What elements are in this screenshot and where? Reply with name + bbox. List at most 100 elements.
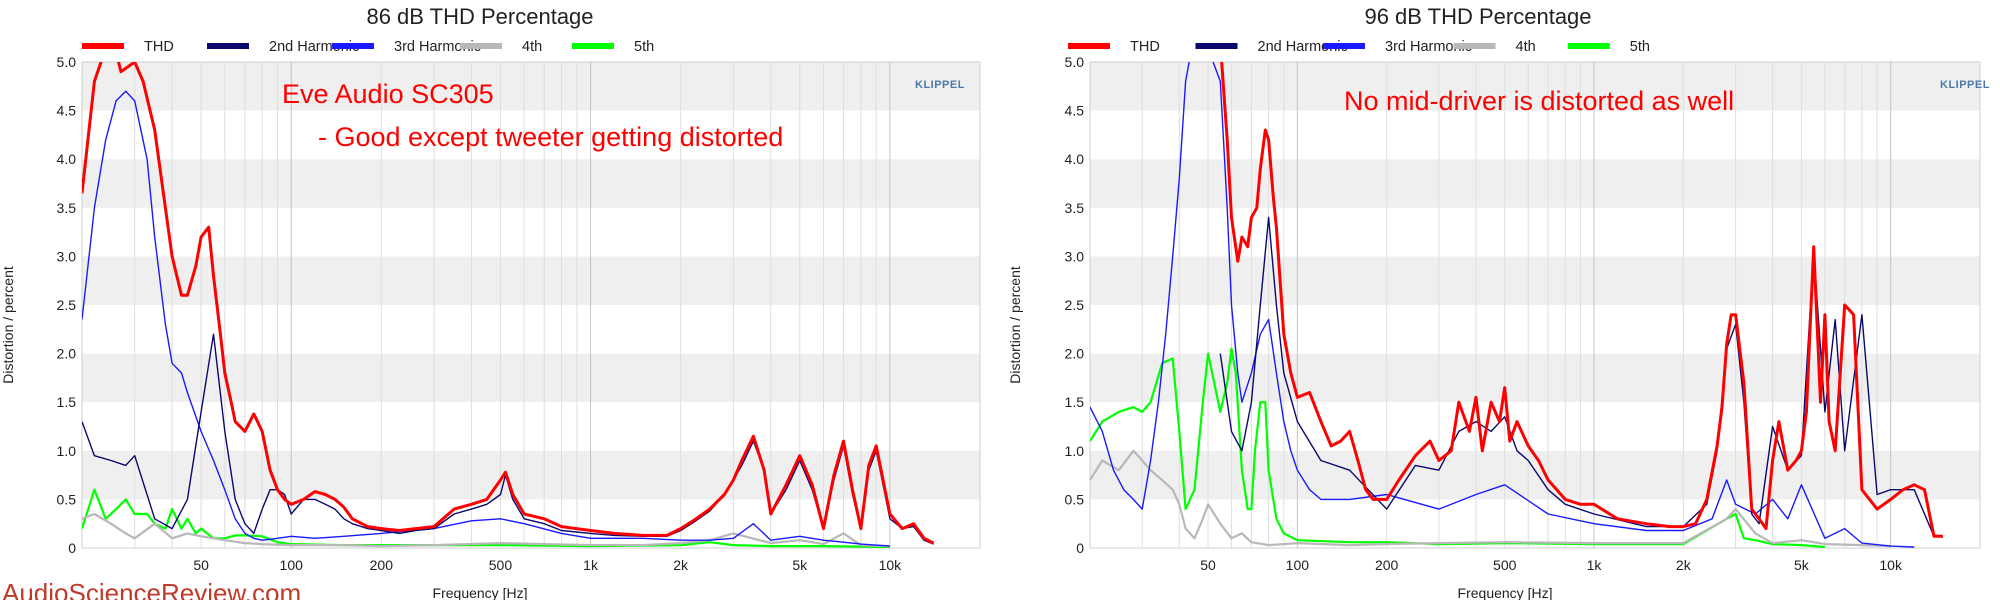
y-tick-label: 5.0	[57, 54, 77, 70]
series-line-3rd-harmonic	[1090, 62, 1915, 548]
y-tick-label: 3.0	[57, 248, 77, 264]
legend-label: 5th	[1630, 39, 1650, 55]
legend-label: THD	[1130, 39, 1160, 55]
y-tick-label: 1.5	[1065, 394, 1085, 410]
plot-band	[1090, 110, 1980, 160]
annotation-note: - Good except tweeter getting distorted	[318, 122, 783, 152]
legend-label: 4th	[522, 39, 542, 55]
series-line-thd	[1220, 62, 1943, 538]
plot-band	[82, 499, 980, 548]
plot-band	[82, 159, 980, 208]
legend-swatch	[1567, 43, 1610, 49]
plot-border	[81, 61, 981, 549]
y-tick-label: 2.0	[57, 346, 77, 362]
axis-ticks: 0 0.5 1.0 1.5 2.0 2.5 3.0 3.5 4.0 4.5 5.0 50 100 200 5…	[1065, 54, 1903, 573]
series-line-3rd-harmonic	[82, 90, 890, 547]
plot-band	[82, 305, 980, 354]
plot-band	[1090, 62, 1980, 111]
x-tick-label: 10k	[1879, 557, 1903, 573]
chart-title: 96 dB THD Percentage	[1364, 4, 1591, 29]
x-tick-label: 2k	[1676, 557, 1692, 573]
x-tick-label: 1k	[583, 557, 599, 573]
plot-band	[1090, 450, 1980, 500]
legend-label: THD	[144, 39, 174, 55]
x-tick-label: 50	[193, 557, 209, 573]
legend-swatch	[207, 43, 249, 49]
plot-band	[82, 207, 980, 257]
axis-ticks: 0 0.5 1.0 1.5 2.0 2.5 3.0 3.5 4.0 4.5 5.0 50 100 200 5…	[57, 54, 903, 573]
x-tick-label: 200	[1375, 557, 1399, 573]
y-tick-label: 0.5	[57, 491, 77, 507]
y-tick-label: 1.5	[57, 394, 77, 410]
grid	[1141, 62, 1892, 548]
y-tick-label: 1.0	[1065, 443, 1085, 459]
x-tick-label: 500	[489, 557, 513, 573]
series-line-thd	[82, 62, 935, 545]
plot-band	[1090, 402, 1980, 451]
x-tick-label: 5k	[792, 557, 808, 573]
x-tick-label: 5k	[1794, 557, 1810, 573]
klippel-logo: KLIPPEL	[1940, 79, 1990, 91]
legend-swatch	[460, 43, 502, 49]
legend: THD 2nd Harmonic 3rd Harmonic 4th 5th	[82, 39, 654, 55]
x-tick-label: 200	[370, 557, 394, 573]
series-line-4th	[82, 512, 890, 548]
legend-swatch	[1453, 43, 1496, 49]
y-tick-label: 3.0	[1065, 248, 1085, 264]
plot-band	[82, 62, 980, 111]
plot-area	[1089, 61, 1981, 549]
legend: THD 2nd Harmonic 3rd Harmonic 4th 5th	[1068, 39, 1650, 55]
legend-swatch	[1195, 43, 1238, 49]
legend-label: 5th	[634, 39, 654, 55]
y-tick-label: 3.5	[1065, 200, 1085, 216]
y-tick-label: 4.5	[57, 103, 77, 119]
site-watermark: AudioScienceReview.com	[2, 578, 301, 600]
plot-band	[1090, 207, 1980, 257]
legend-label: 4th	[1516, 39, 1536, 55]
legend-swatch	[332, 43, 374, 49]
y-tick-label: 0.5	[1065, 491, 1085, 507]
y-tick-label: 2.5	[57, 297, 77, 313]
y-tick-label: 3.5	[57, 200, 77, 216]
legend-swatch	[1323, 43, 1365, 49]
y-tick-label: 0	[68, 540, 76, 556]
chart-86db: 86 dB THD Percentage THD 2nd Harmonic 3rd …	[0, 4, 981, 600]
annotation-title: Eve Audio SC305	[282, 79, 494, 109]
series-line-5th	[82, 488, 890, 548]
y-tick-label: 4.0	[1065, 151, 1085, 167]
plot-band	[1090, 159, 1980, 208]
plot-area	[81, 61, 981, 549]
plot-band	[1090, 256, 1980, 305]
chart-title: 86 dB THD Percentage	[366, 4, 593, 29]
series-line-2nd-harmonic	[1219, 216, 1943, 537]
y-tick-label: 1.0	[57, 443, 77, 459]
y-tick-label: 5.0	[1065, 54, 1085, 70]
x-axis-label: Frequency [Hz]	[433, 585, 528, 600]
legend-swatch	[1068, 43, 1110, 49]
y-tick-label: 2.5	[1065, 297, 1085, 313]
plot-border	[1089, 61, 1981, 549]
plot-band	[1090, 305, 1980, 354]
y-tick-label: 4.0	[57, 151, 77, 167]
chart-96db: 96 dB THD Percentage THD 2nd Harmonic 3rd …	[1007, 4, 1990, 600]
x-tick-label: 10k	[879, 557, 903, 573]
x-tick-label: 100	[1286, 557, 1310, 573]
annotation-note: No mid-driver is distorted as well	[1344, 86, 1734, 116]
x-tick-label: 50	[1200, 557, 1216, 573]
x-tick-label: 100	[280, 557, 304, 573]
y-axis-label: Distortion / percent	[0, 266, 16, 384]
x-tick-label: 500	[1493, 557, 1517, 573]
x-tick-label: 2k	[673, 557, 689, 573]
x-tick-label: 1k	[1587, 557, 1603, 573]
series-lines	[1090, 62, 1943, 548]
series-line-4th	[1090, 449, 1891, 548]
legend-label: 3rd Harmonic	[394, 39, 481, 55]
series-lines	[82, 62, 935, 548]
plot-band	[82, 256, 980, 305]
legend-swatch	[82, 43, 124, 49]
y-tick-label: 0	[1076, 540, 1084, 556]
x-axis-label: Frequency [Hz]	[1458, 585, 1553, 600]
klippel-logo: KLIPPEL	[915, 79, 965, 91]
legend-swatch	[572, 43, 614, 49]
